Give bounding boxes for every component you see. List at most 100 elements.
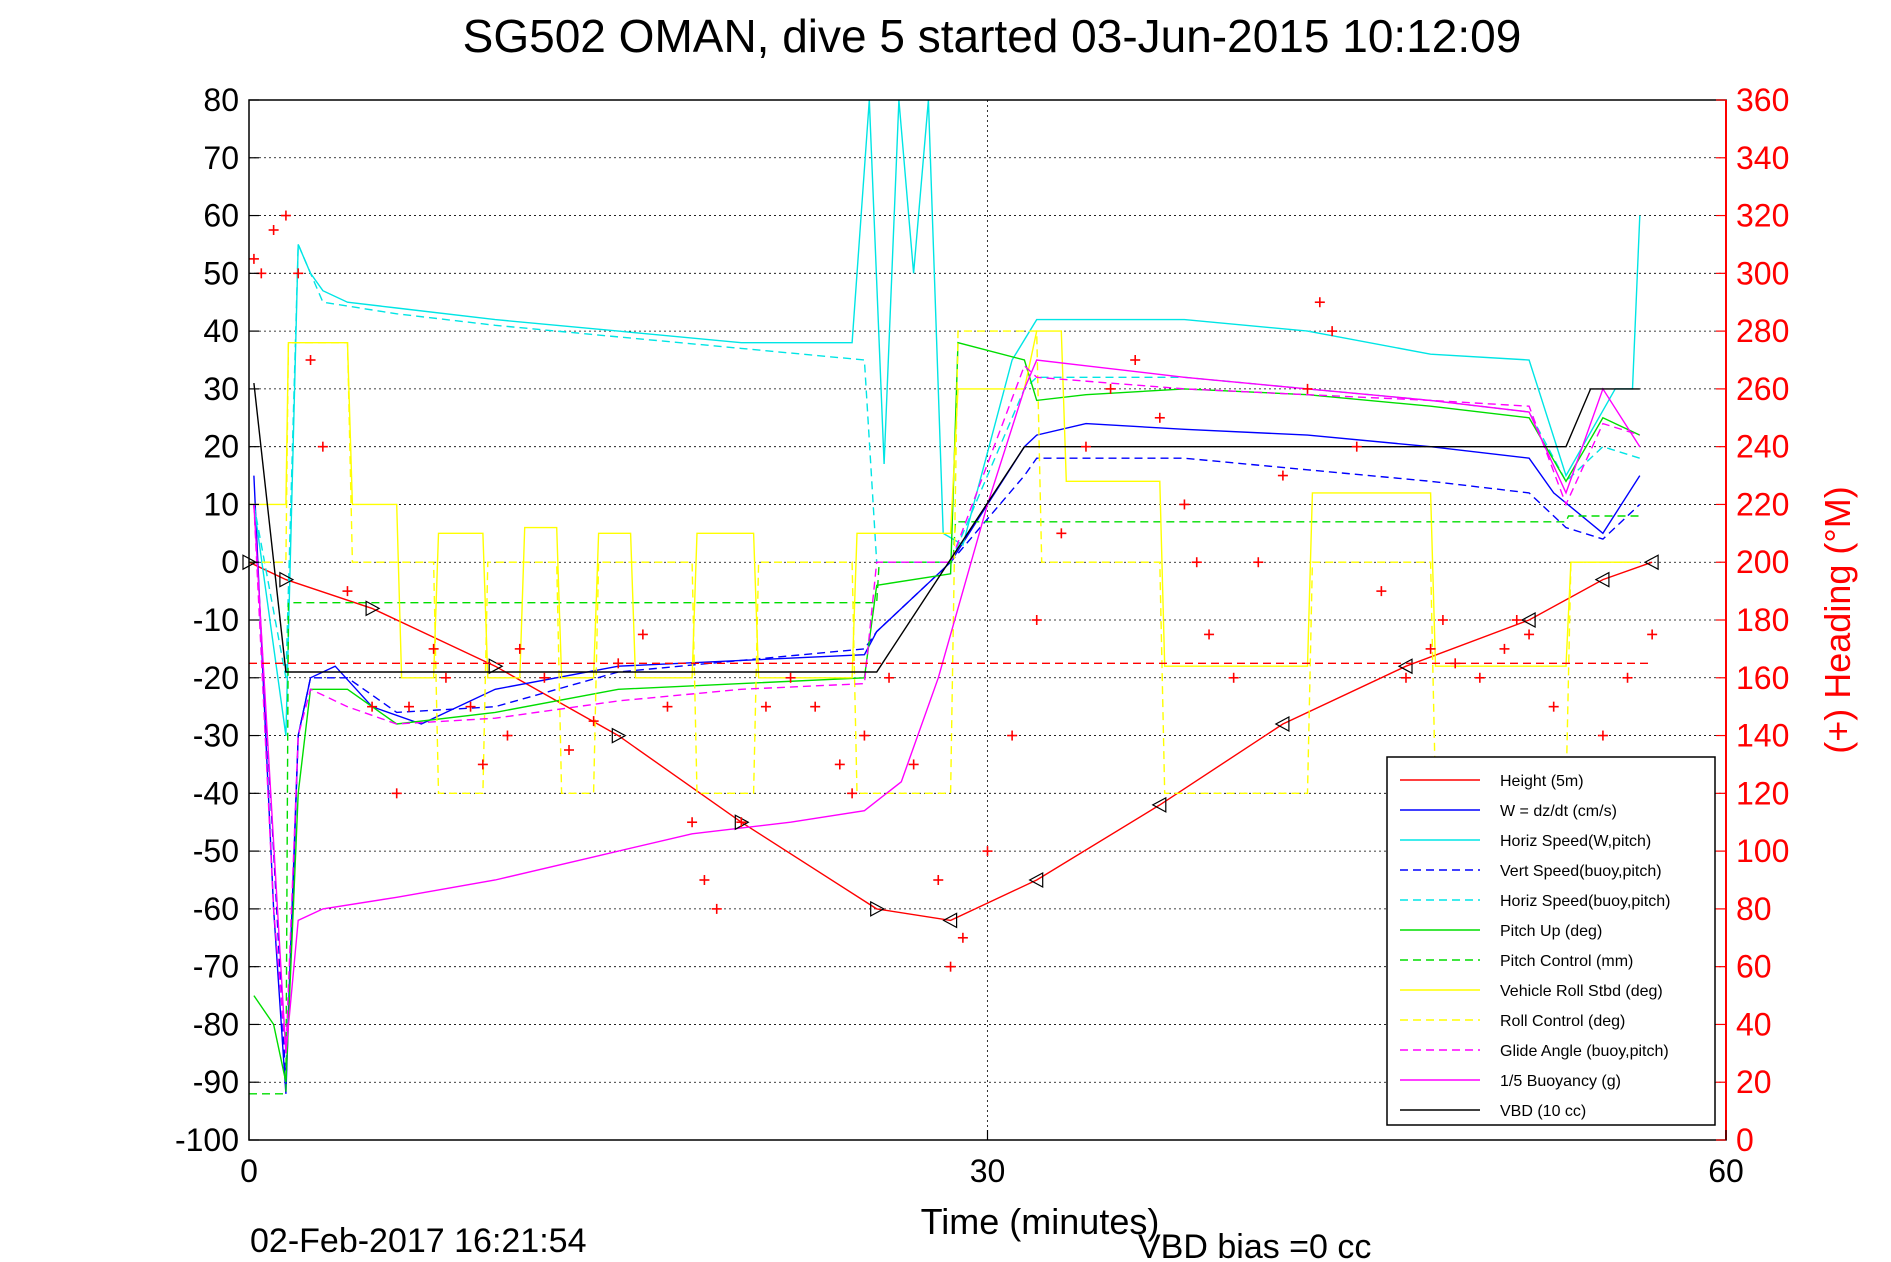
series-line-11 (253, 359, 1641, 1054)
y-tick-label: 50 (203, 255, 239, 291)
heading-point (1376, 586, 1387, 597)
y2-tick-label: 260 (1736, 371, 1789, 407)
heading-point (1056, 528, 1067, 539)
heading-point (1437, 615, 1448, 625)
legend-label: 1/5 Buoyancy (g) (1500, 1073, 1621, 1090)
y2-tick-label: 100 (1736, 833, 1789, 869)
heading-point (662, 701, 673, 712)
heading-point (687, 817, 698, 828)
series-line-12 (253, 383, 1640, 673)
heading-point (637, 629, 648, 640)
x-tick-label: 0 (240, 1153, 258, 1189)
height-marker (1028, 871, 1044, 889)
heading-point (440, 672, 451, 683)
heading-point (810, 701, 821, 712)
legend-label: Horiz Speed(W,pitch) (1500, 833, 1651, 850)
heading-point (1031, 615, 1042, 625)
heading-point (933, 875, 944, 885)
heading-point (1191, 557, 1202, 568)
y-tick-label: 0 (221, 544, 239, 580)
y2-tick-label: 80 (1736, 891, 1772, 927)
y-tick-label: -100 (175, 1122, 239, 1158)
legend: Height (5m) W = dz/dt (cm/s) Horiz Speed(W… (1386, 756, 1716, 1126)
y-tick-label: -30 (193, 718, 239, 754)
heading-point (711, 903, 722, 914)
heading-point (945, 961, 956, 972)
y2-tick-label: 180 (1736, 602, 1789, 638)
y-tick-label: 70 (203, 140, 239, 176)
y-tick-label: 20 (203, 429, 239, 465)
heading-point (477, 759, 488, 770)
heading-point (736, 817, 747, 828)
y-tick-label: 30 (203, 371, 239, 407)
y-tick-label: -10 (193, 602, 239, 638)
x-tick-label: 60 (1708, 1153, 1744, 1189)
y2-tick-label: 40 (1736, 1006, 1772, 1042)
heading-point (957, 932, 968, 943)
heading-point (1548, 701, 1559, 712)
height-marker (1643, 554, 1659, 571)
legend-label: Glide Angle (buoy,pitch) (1500, 1043, 1669, 1060)
height-marker (279, 571, 295, 588)
height-marker (1397, 658, 1413, 675)
heading-point (847, 788, 858, 799)
y2-tick-label: 60 (1736, 949, 1772, 985)
heading-point (1474, 672, 1485, 683)
heading-point (465, 701, 476, 712)
series-line-3 (253, 99, 1641, 736)
height-marker (365, 600, 381, 617)
heading-point (613, 658, 624, 669)
heading-point (1327, 326, 1338, 337)
legend-label: Height (5m) (1500, 773, 1584, 790)
heading-point (539, 672, 550, 683)
legend-label: W = dz/dt (cm/s) (1500, 803, 1617, 820)
heading-point (248, 253, 259, 264)
heading-point (317, 441, 328, 452)
height-marker (1274, 715, 1290, 733)
heading-point (1450, 658, 1461, 669)
heading-point (1425, 643, 1436, 654)
y2-tick-label: 0 (1736, 1122, 1754, 1158)
heading-point (342, 586, 353, 597)
legend-label: Horiz Speed(buoy,pitch) (1500, 893, 1670, 910)
heading-point (982, 846, 993, 857)
y2-tick-label: 20 (1736, 1064, 1772, 1100)
heading-point (834, 759, 845, 770)
y-tick-label: -20 (193, 660, 239, 696)
heading-point (1007, 730, 1018, 741)
y-tick-label: 40 (203, 313, 239, 349)
right-y-ticks: 3603403203002802602402202001801601401201… (1716, 82, 1789, 1158)
heading-point (404, 701, 415, 712)
heading-point (1622, 672, 1633, 683)
heading-point (1277, 470, 1288, 481)
y2-tick-label: 240 (1736, 429, 1789, 465)
height-marker (1151, 796, 1167, 813)
heading-point (305, 355, 316, 365)
height-marker (611, 727, 627, 744)
legend-label: VBD (10 cc) (1500, 1103, 1586, 1120)
x-tick-label: 30 (970, 1153, 1006, 1189)
heading-point (1647, 629, 1658, 640)
y-tick-label: 80 (203, 82, 239, 118)
y2-tick-label: 220 (1736, 486, 1789, 522)
legend-label: Roll Control (deg) (1500, 1013, 1625, 1030)
heading-point (1179, 499, 1190, 510)
heading-point (1351, 441, 1362, 452)
legend-box (1386, 756, 1716, 1126)
heading-point (1130, 355, 1141, 365)
heading-point (908, 759, 919, 770)
series-line-1 (248, 561, 1653, 922)
y2-tick-label: 280 (1736, 313, 1789, 349)
heading-point (1400, 672, 1411, 683)
x-ticks: 0 30 60 (240, 1130, 1744, 1189)
series-line-8 (249, 330, 1640, 679)
series-line-9 (249, 330, 1640, 794)
x-axis-label: Time (minutes) (921, 1201, 1160, 1242)
heading-point (1154, 412, 1165, 423)
heading-point (293, 268, 304, 279)
left-y-ticks: 80 70 60 50 40 30 20 10 0 -10 -20 -30 -40 -50 -60 -70 -8… (175, 82, 259, 1158)
heading-point (785, 672, 796, 683)
y-tick-label: -50 (193, 833, 239, 869)
heading-point (367, 701, 378, 712)
heading-point (1204, 629, 1215, 640)
